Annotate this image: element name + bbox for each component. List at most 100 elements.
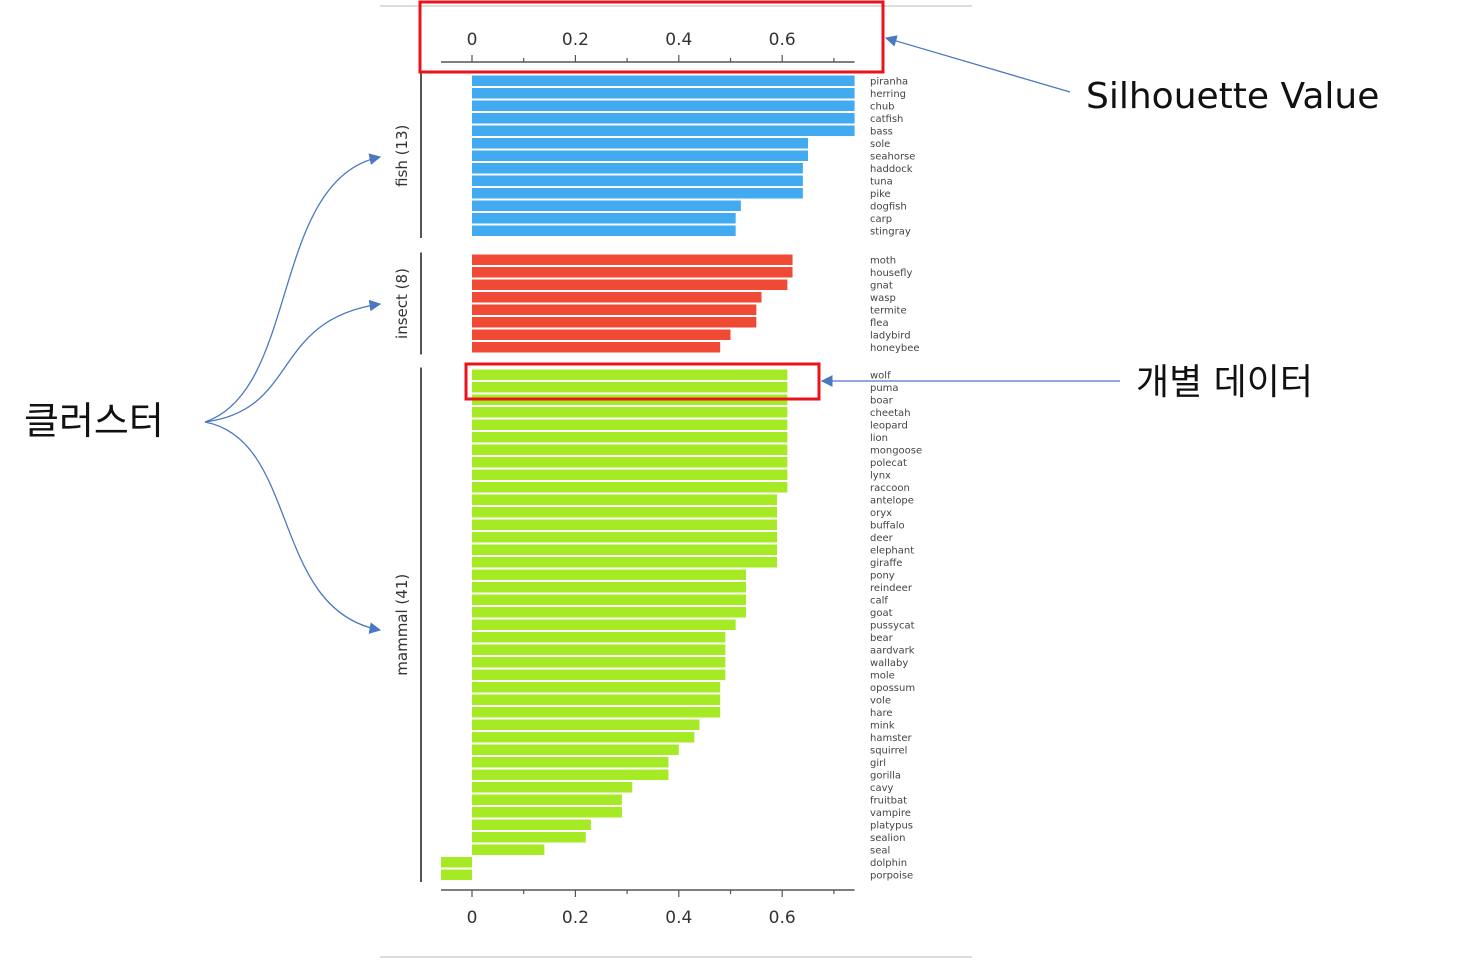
bar-label-bass: bass <box>870 127 893 138</box>
bar-lion <box>472 432 788 443</box>
bar-label-herring: herring <box>870 89 906 100</box>
bar-label-polecat: polecat <box>870 458 907 469</box>
bar-platypus <box>472 819 591 830</box>
bar-label-goat: goat <box>870 608 893 619</box>
bar-hamster <box>472 732 695 743</box>
bar-girl <box>472 757 669 768</box>
axis-callout-label: Silhouette Value <box>1086 76 1379 117</box>
bar-label-moth: moth <box>870 256 896 267</box>
bar-gnat <box>472 279 788 290</box>
bar-dolphin <box>440 857 472 868</box>
bar-label-deer: deer <box>870 533 894 544</box>
bar-gorilla <box>472 769 669 780</box>
bar-label-seahorse: seahorse <box>870 152 915 163</box>
bar-hare <box>472 707 721 718</box>
bar-elephant <box>472 544 778 555</box>
bar-label-carp: carp <box>870 214 892 225</box>
bar-aardvark <box>472 644 726 655</box>
bar-label-lynx: lynx <box>870 471 891 482</box>
bar-label-cheetah: cheetah <box>870 408 911 419</box>
bar-pike <box>472 188 803 199</box>
bar-label-termite: termite <box>870 306 907 317</box>
bar-label-haddock: haddock <box>870 164 913 175</box>
bar-label-hare: hare <box>870 708 893 719</box>
bar-squirrel <box>472 744 679 755</box>
bar-label-hamster: hamster <box>870 733 912 744</box>
bar-label-seal: seal <box>870 846 890 857</box>
bar-label-gorilla: gorilla <box>870 771 901 782</box>
bar-label-lion: lion <box>870 433 888 444</box>
bar-stingray <box>472 225 736 236</box>
cluster-arrow-mammal <box>204 421 382 634</box>
bar-label-flea: flea <box>870 318 889 329</box>
top-x-axis: 0 0.2 0.4 0.6 <box>440 30 855 63</box>
bar-lynx <box>472 469 788 480</box>
bar-ladybird <box>472 329 731 340</box>
bar-housefly <box>472 267 793 278</box>
bar-giraffe <box>472 557 778 568</box>
bar-seahorse <box>472 150 809 161</box>
axis-highlight-box <box>418 0 885 74</box>
cluster-label: fish (13) <box>393 125 411 187</box>
bar-label-oryx: oryx <box>870 508 892 519</box>
bar-label-cavy: cavy <box>870 783 894 794</box>
tick-label: 0.2 <box>562 30 589 50</box>
bar-label-fruitbat: fruitbat <box>870 796 907 807</box>
bar-porpoise <box>440 869 472 880</box>
cluster-arrow-fish <box>204 153 382 423</box>
bar-label-pike: pike <box>870 189 891 200</box>
bar-bass <box>472 125 855 136</box>
bar-vampire <box>472 807 622 818</box>
tick-label: 0.2 <box>562 908 589 928</box>
tick-label: 0.4 <box>665 30 692 50</box>
bar-label-pussycat: pussycat <box>870 621 915 632</box>
bar-label-mongoose: mongoose <box>870 446 922 457</box>
bar-label-leopard: leopard <box>870 421 908 432</box>
bar-label-sealion: sealion <box>870 833 906 844</box>
bar-label-housefly: housefly <box>870 268 912 279</box>
bar-label-giraffe: giraffe <box>870 558 902 569</box>
cluster-label: insect (8) <box>393 268 411 339</box>
bar-label-reindeer: reindeer <box>870 583 913 594</box>
bar-label-mole: mole <box>870 671 895 682</box>
bar-bear <box>472 632 726 643</box>
bar-chub <box>472 100 855 111</box>
bar-label-raccoon: raccoon <box>870 483 910 494</box>
bar-label-opossum: opossum <box>870 683 915 694</box>
cluster-label: mammal (41) <box>393 574 411 676</box>
bar-label-bear: bear <box>870 633 894 644</box>
bar-label-platypus: platypus <box>870 821 913 832</box>
bar-label-porpoise: porpoise <box>870 871 913 882</box>
cluster-arrow-insect <box>204 299 382 423</box>
bar-honeybee <box>472 342 721 353</box>
bars <box>440 75 855 880</box>
bar-puma <box>472 382 788 393</box>
bar-deer <box>472 532 778 543</box>
bar-buffalo <box>472 519 778 530</box>
bar-label-sole: sole <box>870 139 890 150</box>
bar-label-boar: boar <box>870 396 894 407</box>
bar-calf <box>472 594 747 605</box>
bar-wolf <box>472 369 788 380</box>
bar-label-honeybee: honeybee <box>870 343 920 354</box>
bar-pussycat <box>472 619 736 630</box>
bar-haddock <box>472 163 803 174</box>
bar-label-antelope: antelope <box>870 496 914 507</box>
tick-label: 0.6 <box>769 30 796 50</box>
bar-label-elephant: elephant <box>870 546 914 557</box>
bar-label-mink: mink <box>870 721 895 732</box>
bar-label-dogfish: dogfish <box>870 202 907 213</box>
bar-dogfish <box>472 200 741 211</box>
bar-goat <box>472 607 747 618</box>
bar-label-vampire: vampire <box>870 808 911 819</box>
bar-seal <box>472 844 545 855</box>
item-callout-label: 개별 데이터 <box>1136 362 1313 403</box>
bar-raccoon <box>472 482 788 493</box>
bar-leopard <box>472 419 788 430</box>
bar-carp <box>472 213 736 224</box>
tick-label: 0.4 <box>665 908 692 928</box>
cluster-brackets: fish (13) insect (8) mammal (41) <box>393 73 422 882</box>
bottom-x-axis: 0 0.2 0.4 0.6 <box>440 889 855 928</box>
bar-pony <box>472 569 747 580</box>
